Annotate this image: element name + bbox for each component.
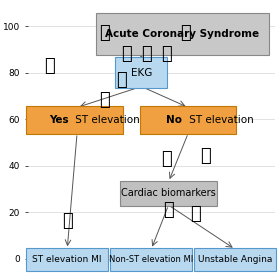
- Text: 🌻: 🌻: [99, 24, 110, 42]
- Text: Acute Coronary Syndrome: Acute Coronary Syndrome: [105, 29, 259, 39]
- Text: 🌻: 🌻: [141, 45, 152, 63]
- Text: 🌻: 🌻: [62, 213, 73, 230]
- FancyBboxPatch shape: [110, 248, 192, 271]
- FancyBboxPatch shape: [95, 13, 269, 55]
- Text: 🌻: 🌻: [45, 57, 55, 74]
- Text: Cardiac biomarkers: Cardiac biomarkers: [121, 188, 216, 199]
- Text: 🌻: 🌻: [161, 150, 171, 168]
- Text: 🌻: 🌻: [190, 206, 201, 223]
- Text: 🌻: 🌻: [121, 45, 132, 63]
- FancyBboxPatch shape: [26, 106, 123, 134]
- Text: No: No: [166, 115, 186, 125]
- Text: ST elevation: ST elevation: [72, 115, 140, 125]
- Text: 🌻: 🌻: [161, 45, 171, 63]
- Text: 🌻: 🌻: [99, 92, 110, 109]
- Text: Yes: Yes: [49, 115, 72, 125]
- Text: Non-ST elevation MI: Non-ST elevation MI: [109, 255, 193, 264]
- Text: 🌻: 🌻: [180, 24, 191, 42]
- Text: 🌻: 🌻: [116, 71, 127, 88]
- FancyBboxPatch shape: [115, 57, 167, 88]
- Text: 🌻: 🌻: [200, 147, 211, 165]
- Text: ST elevation: ST elevation: [186, 115, 254, 125]
- FancyBboxPatch shape: [140, 106, 236, 134]
- Text: Unstable Angina: Unstable Angina: [198, 255, 272, 264]
- Text: 🌻: 🌻: [163, 201, 174, 219]
- Text: ST elevation MI: ST elevation MI: [32, 255, 102, 264]
- FancyBboxPatch shape: [26, 248, 108, 271]
- FancyBboxPatch shape: [194, 248, 276, 271]
- FancyBboxPatch shape: [120, 181, 217, 206]
- Text: EKG: EKG: [131, 67, 152, 78]
